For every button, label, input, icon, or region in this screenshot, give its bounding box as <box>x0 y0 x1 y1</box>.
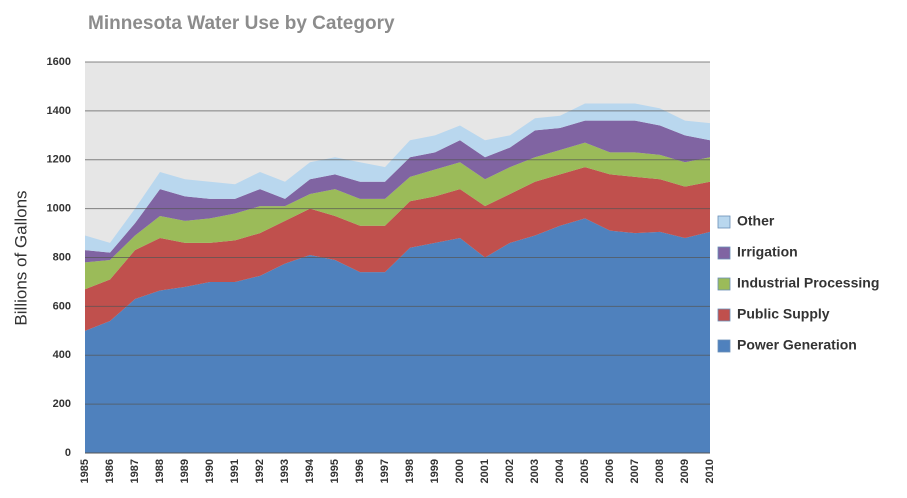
x-tick-label: 2003 <box>529 459 541 483</box>
x-tick-label: 1999 <box>429 459 441 483</box>
legend-swatch <box>717 339 731 353</box>
legend-label: Industrial Processing <box>737 275 879 291</box>
x-tick-label: 1996 <box>354 459 366 483</box>
x-tick-label: 1987 <box>129 459 141 483</box>
legend-swatch <box>717 215 731 229</box>
y-tick-label: 600 <box>53 300 71 312</box>
y-tick-label: 400 <box>53 349 71 361</box>
x-tick-label: 2008 <box>654 459 666 483</box>
x-tick-label: 2007 <box>629 459 641 483</box>
chart-title: Minnesota Water Use by Category <box>88 13 395 34</box>
x-tick-label: 1989 <box>179 459 191 483</box>
legend-swatch <box>717 277 731 291</box>
x-tick-label: 1991 <box>229 459 241 483</box>
area <box>85 103 710 253</box>
x-tick-label: 2001 <box>479 459 491 483</box>
legend-label: Irrigation <box>737 244 798 260</box>
x-tick-label: 1993 <box>279 459 291 483</box>
y-tick-label: 1000 <box>47 203 71 215</box>
x-tick-label: 1985 <box>79 459 91 483</box>
y-tick-label: 200 <box>53 398 71 410</box>
x-tick-label: 1995 <box>329 459 341 483</box>
x-tick-label: 2000 <box>454 459 466 483</box>
legend-label: Other <box>737 213 775 229</box>
y-tick-label: 800 <box>53 251 71 263</box>
area <box>85 142 710 290</box>
x-tick-label: 2005 <box>579 459 591 483</box>
legend-label: Power Generation <box>737 337 857 353</box>
x-tick-label: 1986 <box>104 459 116 483</box>
y-tick-label: 1600 <box>47 56 71 68</box>
x-tick-label: 1988 <box>154 459 166 483</box>
x-tick-label: 1994 <box>304 458 316 483</box>
x-tick-label: 1992 <box>254 459 266 483</box>
y-tick-label: 0 <box>65 447 71 459</box>
x-tick-label: 2004 <box>554 458 566 483</box>
x-tick-label: 2006 <box>604 459 616 483</box>
x-tick-label: 1998 <box>404 459 416 483</box>
legend-swatch <box>717 308 731 322</box>
legend-label: Public Supply <box>737 306 830 322</box>
area <box>85 120 710 263</box>
y-axis-label: Billions of Gallons <box>11 190 30 325</box>
x-tick-label: 1997 <box>379 459 391 483</box>
area <box>85 218 710 453</box>
x-tick-label: 2002 <box>504 459 516 483</box>
y-tick-label: 1400 <box>47 105 71 117</box>
x-tick-label: 2010 <box>704 459 716 483</box>
y-tick-label: 1200 <box>47 154 71 166</box>
legend-swatch <box>717 246 731 260</box>
x-tick-label: 2009 <box>679 459 691 483</box>
area <box>85 167 710 331</box>
x-tick-label: 1990 <box>204 459 216 483</box>
